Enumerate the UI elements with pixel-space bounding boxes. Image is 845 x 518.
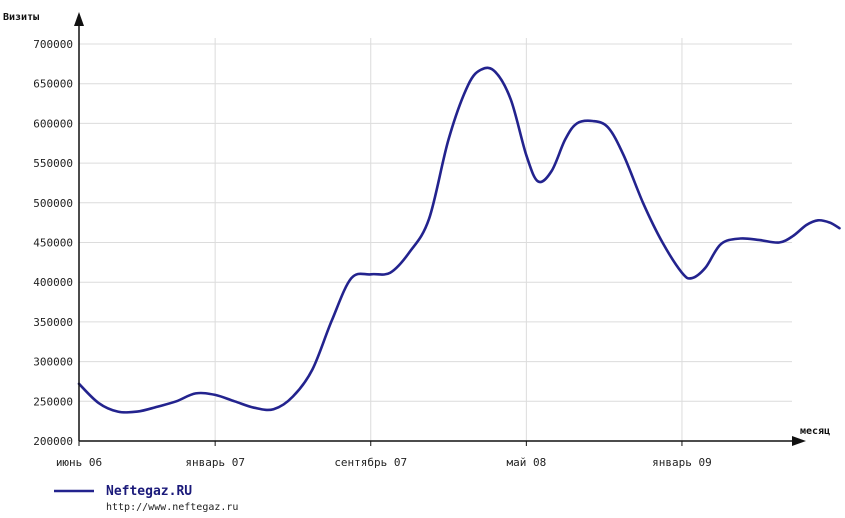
y-tick-label: 200000	[33, 435, 73, 448]
legend-url: http://www.neftegaz.ru	[106, 502, 238, 513]
y-tick-label: 650000	[33, 78, 73, 91]
x-tick-label: май 08	[506, 456, 546, 469]
y-tick-label: 450000	[33, 237, 73, 250]
x-tick-label: январь 09	[652, 456, 712, 469]
x-tick-label: сентябрь 07	[334, 456, 407, 469]
y-tick-label: 500000	[33, 197, 73, 210]
y-tick-label: 700000	[33, 38, 73, 51]
legend-series-name: Neftegaz.RU	[106, 484, 192, 499]
y-axis-title: Визиты	[3, 12, 39, 23]
visits-series-line	[77, 66, 841, 414]
y-tick-label: 600000	[33, 117, 73, 130]
y-axis-arrow	[74, 12, 84, 26]
y-tick-label: 300000	[33, 356, 73, 369]
axes	[74, 12, 806, 446]
y-tick-label: 250000	[33, 395, 73, 408]
x-axis-ticks: июнь 06 январь 07 сентябрь 07 май 08 январь …	[56, 441, 712, 469]
y-tick-label: 550000	[33, 157, 73, 170]
x-axis-arrow	[792, 436, 806, 446]
x-tick-label: июнь 06	[56, 456, 102, 469]
x-tick-label: январь 07	[185, 456, 245, 469]
x-axis-title: месяц	[800, 426, 830, 437]
y-axis-ticks: 200000 250000 300000 350000 400000 450000 5000…	[33, 38, 73, 448]
y-tick-label: 350000	[33, 316, 73, 329]
legend: Neftegaz.RU http://www.neftegaz.ru	[54, 484, 238, 513]
grid	[79, 38, 792, 441]
y-tick-label: 400000	[33, 276, 73, 289]
